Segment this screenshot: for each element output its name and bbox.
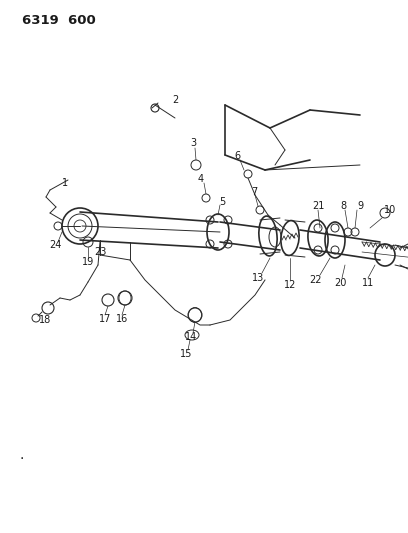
Text: 20: 20 (334, 278, 346, 288)
Text: 13: 13 (252, 273, 264, 283)
Text: 9: 9 (357, 201, 363, 211)
Text: 23: 23 (94, 247, 106, 257)
Text: 11: 11 (362, 278, 374, 288)
Text: 12: 12 (284, 280, 296, 290)
Text: 19: 19 (82, 257, 94, 267)
Text: 17: 17 (99, 314, 111, 324)
Text: 6: 6 (234, 151, 240, 161)
Text: 18: 18 (39, 315, 51, 325)
Text: 24: 24 (49, 240, 61, 250)
Text: 15: 15 (180, 349, 192, 359)
Text: 7: 7 (251, 187, 257, 197)
Text: 1: 1 (62, 178, 68, 188)
Text: 22: 22 (310, 275, 322, 285)
Text: 8: 8 (340, 201, 346, 211)
Text: 3: 3 (190, 138, 196, 148)
Text: .: . (20, 448, 24, 462)
Text: 10: 10 (384, 205, 396, 215)
Text: 6319  600: 6319 600 (22, 14, 96, 27)
Text: 21: 21 (312, 201, 324, 211)
Text: 14: 14 (185, 332, 197, 342)
Text: 2: 2 (172, 95, 178, 105)
Text: 5: 5 (219, 197, 225, 207)
Text: 16: 16 (116, 314, 128, 324)
Text: 4: 4 (198, 174, 204, 184)
